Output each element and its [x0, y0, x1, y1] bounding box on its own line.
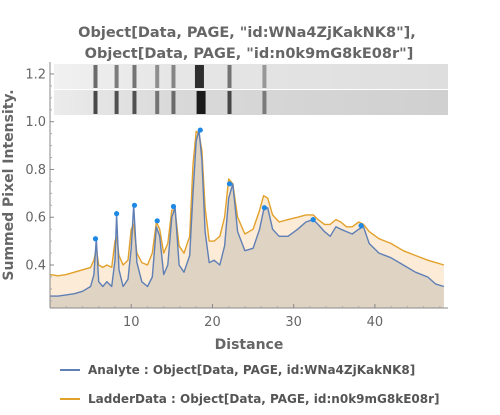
peak-markers	[92, 127, 364, 242]
gel-band	[262, 65, 267, 88]
x-tick-label: 20	[204, 315, 221, 330]
gel-band	[132, 91, 137, 114]
y-tick-label: 0.4	[25, 259, 46, 274]
peak-marker	[310, 217, 316, 223]
gel-band	[194, 65, 204, 88]
legend-label-analyte: Analyte : Object[Data, PAGE, id:WNa4ZjKa…	[88, 363, 415, 377]
chart-title-line-1: Object[Data, PAGE, "id:WNa4ZjKakNK8"],	[78, 25, 416, 41]
gel-band	[114, 91, 119, 114]
y-tick-label: 0.8	[25, 163, 46, 178]
axes	[49, 62, 448, 309]
gel-band	[227, 65, 232, 88]
gel-band	[262, 91, 267, 114]
x-tick-label: 30	[285, 315, 302, 330]
y-axis-label: Summed Pixel Intensity.	[1, 89, 17, 280]
y-tick-label: 0.6	[25, 211, 46, 226]
peak-marker	[358, 223, 364, 229]
peak-marker	[92, 236, 99, 242]
gel-band	[114, 65, 119, 88]
gel-band	[171, 65, 176, 88]
gel-lane-images	[54, 64, 448, 115]
peak-marker	[261, 205, 268, 211]
area-analyte	[50, 130, 444, 308]
line-ladder	[49, 130, 445, 277]
gel-lane-1	[54, 64, 448, 89]
x-axis-ticks: 10 20 30 40	[65, 304, 441, 330]
gel-lane-2	[54, 90, 448, 115]
y-axis-ticks: 0.4 0.6 0.8 1.0 1.2	[25, 67, 54, 302]
y-tick-label: 1.2	[25, 67, 46, 82]
peak-marker	[197, 127, 203, 133]
gel-band	[227, 91, 232, 114]
chart-title-line-2: Object[Data, PAGE, "id:n0k9mG8kE08r"]	[85, 46, 414, 62]
peak-marker	[170, 203, 177, 210]
legend: Analyte : Object[Data, PAGE, id:WNa4ZjKa…	[60, 363, 440, 406]
peak-marker	[226, 181, 233, 187]
series-lines	[49, 129, 445, 297]
gel-band	[155, 91, 160, 114]
gel-band	[132, 65, 137, 88]
gel-band	[171, 91, 176, 114]
x-tick-label: 40	[367, 315, 384, 330]
series-areas	[50, 130, 444, 308]
gel-band	[196, 91, 206, 114]
gel-band	[155, 65, 160, 88]
x-tick-label: 10	[123, 315, 140, 330]
peak-marker	[131, 202, 138, 208]
peak-marker	[154, 218, 160, 224]
line-analyte	[50, 129, 445, 297]
y-tick-label: 1.0	[25, 115, 46, 130]
gel-band	[93, 91, 98, 114]
gel-band	[93, 65, 98, 88]
x-axis-label: Distance	[215, 337, 284, 353]
legend-label-ladder: LadderData : Object[Data, PAGE, id:n0k9m…	[88, 392, 440, 406]
peak-marker	[114, 211, 120, 217]
